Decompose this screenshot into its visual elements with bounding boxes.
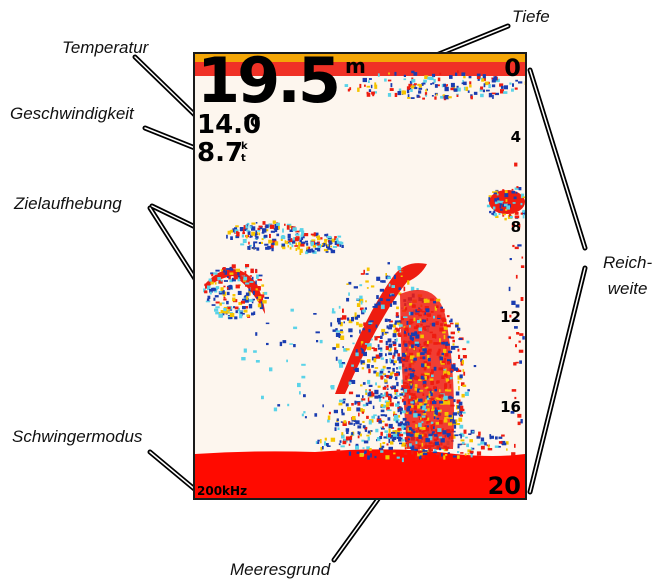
temperature-unit: °C (243, 115, 261, 131)
sonar-echo-display (195, 54, 525, 498)
fish-school-upper-right (286, 232, 344, 255)
range-tick-8: 8 (510, 218, 521, 236)
surface-clutter-top (195, 54, 525, 62)
range-tick-16: 16 (500, 398, 521, 416)
speed-readout: 8.7 (197, 138, 244, 168)
depth-unit: m (345, 54, 366, 78)
transducer-mode-callout-label: Schwingermodus (12, 427, 143, 446)
seafloor-bottom (195, 449, 525, 498)
speed-unit-bottom: t (241, 153, 246, 164)
fish-school-upper (226, 220, 309, 252)
surface-clutter-speckle (344, 70, 525, 101)
temperature-callout-label: Temperatur (62, 38, 149, 57)
temperature-readout: 14.0 (197, 110, 262, 140)
echo-right-wall (489, 190, 525, 214)
range-tick-12: 12 (500, 308, 521, 326)
frequency-label: 200kHz (197, 484, 248, 498)
echo-right-wall-speckle (486, 187, 525, 221)
fish-arch-left (205, 269, 265, 314)
sonar-screen: 19.5 m 14.0 °C 8.7 k t 0 4 8 12 16 20 20… (193, 52, 527, 500)
speed-unit-top: k (241, 141, 248, 152)
seafloor-callout-label: Meeresgrund (230, 560, 331, 579)
range-scale-top: 0 (504, 54, 521, 82)
range-scale-bottom: 20 (487, 472, 521, 500)
target-separation-callout-label: Zielaufhebung (14, 194, 122, 213)
range-tick-4: 4 (510, 128, 521, 146)
fish-arch-left-speckle (203, 264, 269, 320)
scale-column-speckle (508, 162, 525, 456)
range-callout-label: Reich- weite (603, 253, 653, 298)
mid-water-speckle (241, 295, 477, 428)
depth-callout-label: Tiefe (512, 7, 550, 26)
depth-readout: 19.5 (197, 52, 341, 117)
speed-callout-label: Geschwindigkeit (10, 104, 134, 123)
fish-arch-large (335, 263, 427, 394)
